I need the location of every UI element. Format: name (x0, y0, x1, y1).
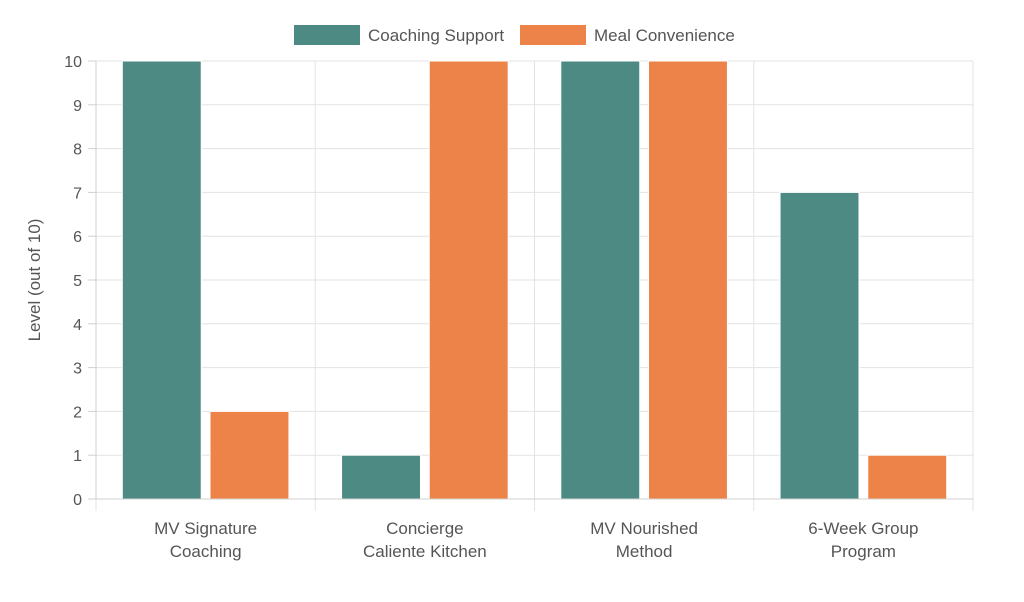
y-tick-label: 5 (73, 273, 82, 290)
bar-meal-convenience (209, 410, 290, 500)
legend-label-meal-convenience: Meal Convenience (594, 26, 735, 45)
y-tick-label: 8 (73, 142, 82, 159)
bar-coaching-support (779, 191, 860, 500)
bar-coaching-support (121, 60, 202, 500)
bar-meal-convenience (428, 60, 509, 500)
bar-coaching-support (560, 60, 641, 500)
y-tick-label: 4 (73, 317, 82, 334)
x-tick-label: Caliente Kitchen (363, 542, 487, 561)
x-tick-label: 6-Week Group (808, 519, 918, 538)
bar-coaching-support (341, 454, 421, 500)
x-tick-label: Program (831, 542, 896, 561)
y-tick-label: 10 (64, 54, 82, 71)
y-tick-label: 1 (73, 448, 82, 465)
x-tick-label: MV Signature (154, 519, 257, 538)
x-tick-label: MV Nourished (590, 519, 698, 538)
y-tick-label: 9 (73, 98, 82, 115)
bar-meal-convenience (648, 60, 728, 500)
y-tick-label: 3 (73, 361, 82, 378)
legend: Coaching Support Meal Convenience (294, 25, 735, 45)
legend-label-coaching-support: Coaching Support (368, 26, 504, 45)
legend-swatch-meal-convenience (520, 25, 586, 45)
x-tick-label: Coaching (170, 542, 242, 561)
x-tick-label: Method (616, 542, 673, 561)
axes: 0 1 2 3 4 5 6 7 8 9 10 MV Signature Coaching Concierg… (64, 54, 973, 561)
y-tick-label: 6 (73, 229, 82, 246)
bar-meal-convenience (867, 454, 948, 500)
y-tick-label: 7 (73, 185, 82, 202)
x-tick-label: Concierge (386, 519, 464, 538)
y-tick-label: 0 (73, 492, 82, 509)
bars (121, 60, 948, 500)
y-tick-label: 2 (73, 404, 82, 421)
y-axis-label: Level (out of 10) (25, 219, 44, 342)
legend-swatch-coaching-support (294, 25, 360, 45)
